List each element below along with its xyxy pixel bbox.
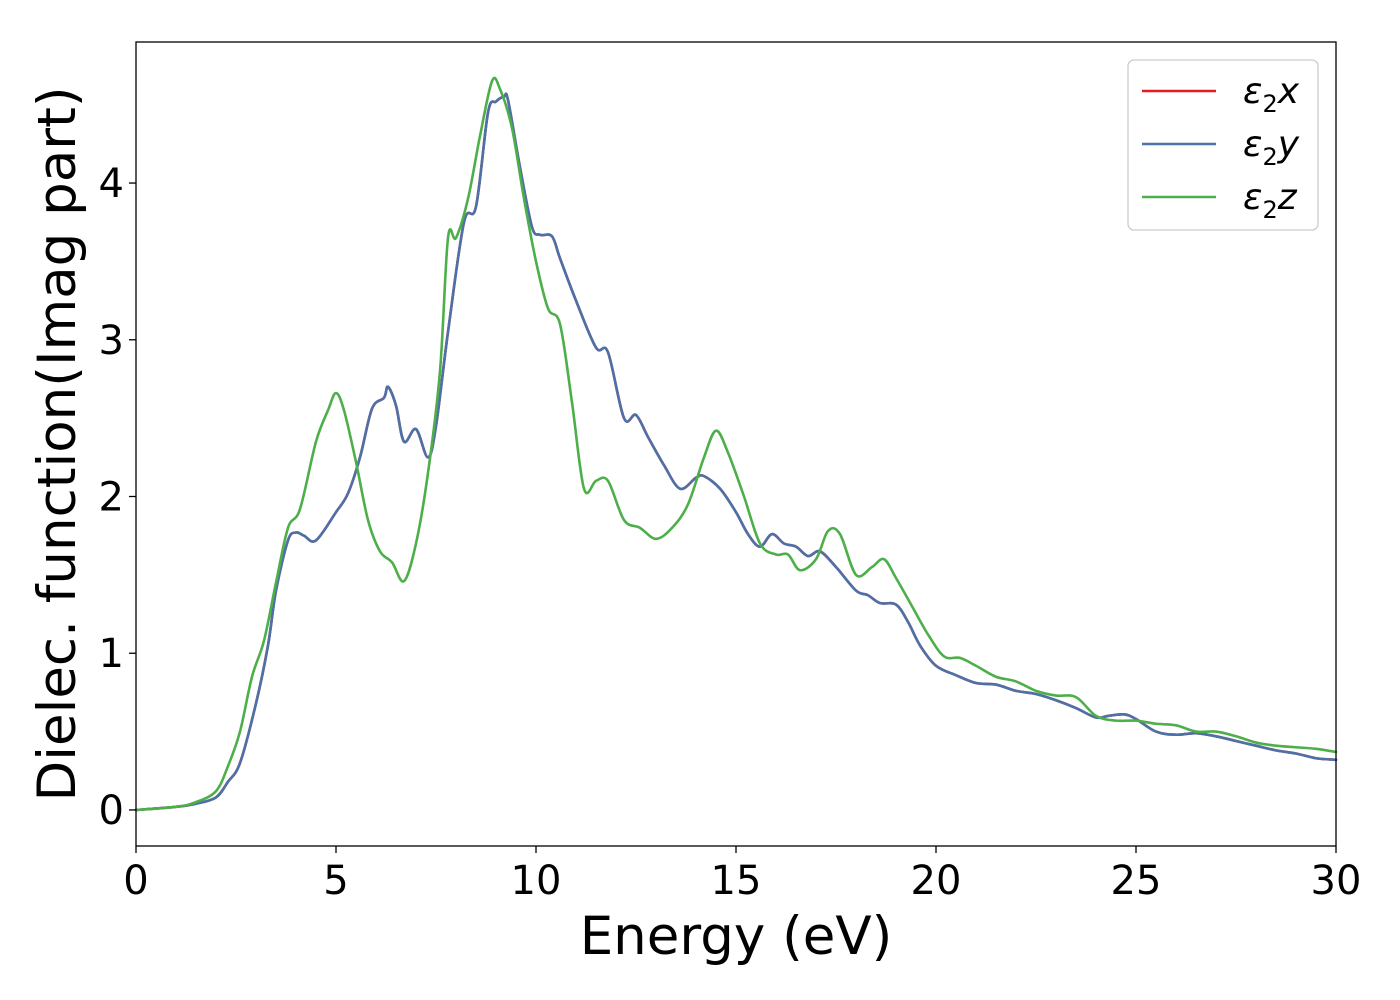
- series-layer: [134, 76, 1338, 812]
- y-tick-label: 1: [99, 631, 124, 677]
- y-axis-label: Dielec. function(Imag part): [27, 86, 88, 801]
- x-tick-label: 20: [911, 858, 962, 904]
- legend-label-z: ε2z: [1243, 177, 1298, 224]
- y-tick-label: 3: [99, 318, 124, 364]
- legend-label-y: ε2y: [1243, 124, 1300, 171]
- legend: ε2x ε2y ε2z: [1127, 59, 1319, 231]
- legend-frame: [1127, 59, 1319, 231]
- x-tick-label: 0: [123, 858, 148, 904]
- x-tick-label: 5: [323, 858, 348, 904]
- y-axis-ticks: 0 1 2 3 4: [99, 161, 136, 834]
- legend-label-x: ε2x: [1243, 71, 1300, 118]
- x-tick-label: 25: [1111, 858, 1162, 904]
- x-tick-label: 10: [511, 858, 562, 904]
- x-axis-label: Energy (eV): [580, 906, 893, 967]
- x-axis-ticks: 0 5 10 15 20 25 30: [123, 846, 1361, 904]
- y-tick-label: 4: [99, 161, 124, 207]
- series-line-z: [134, 76, 1338, 812]
- x-tick-label: 15: [711, 858, 762, 904]
- series-line-y: [134, 92, 1338, 812]
- y-tick-label: 0: [99, 788, 124, 834]
- x-tick-label: 30: [1311, 858, 1362, 904]
- y-tick-label: 2: [99, 475, 124, 521]
